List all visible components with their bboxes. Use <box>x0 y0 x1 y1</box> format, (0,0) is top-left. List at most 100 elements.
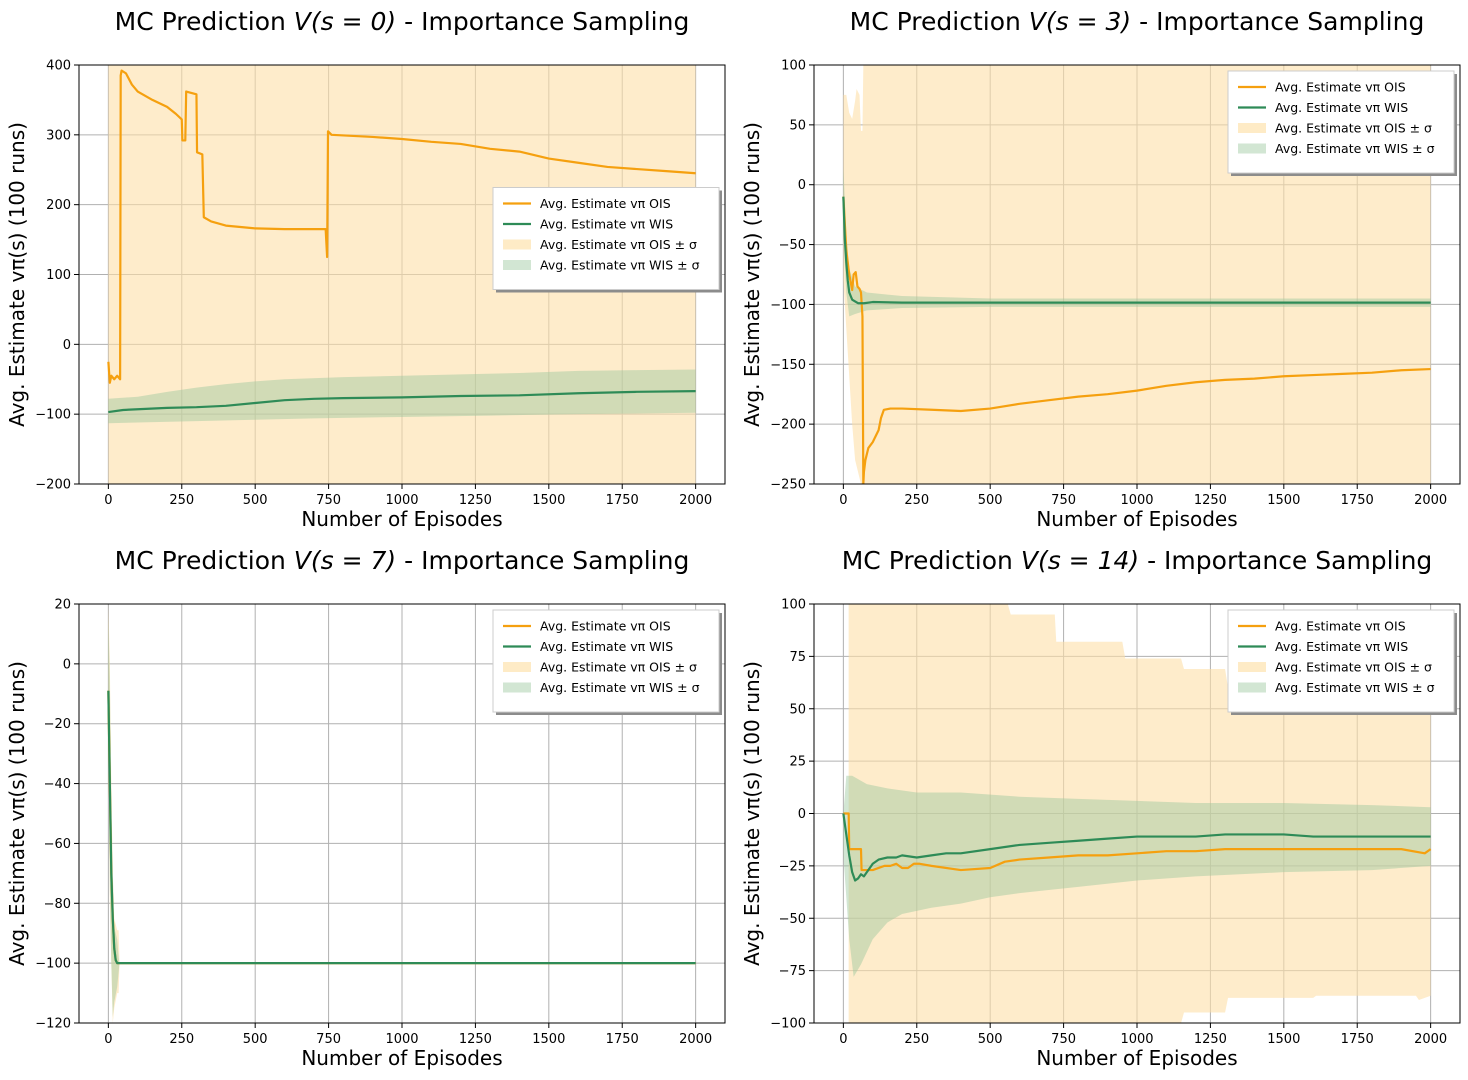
y-tick-label: 400 <box>46 59 71 74</box>
legend-label: Avg. Estimate vπ WIS ± σ <box>1275 141 1435 156</box>
x-tick-label: 1750 <box>606 493 639 508</box>
x-tick-label: 1250 <box>459 1032 492 1047</box>
y-tick-label: 100 <box>781 59 806 74</box>
y-tick-label: 0 <box>63 338 71 353</box>
y-tick-label: −200 <box>35 478 71 493</box>
x-axis: 0 250 500 750 1000 1250 1500 1750 2000 <box>839 1023 1447 1047</box>
x-tick-label: 2000 <box>679 493 712 508</box>
ois-estimate-line <box>842 196 1431 484</box>
x-axis-label: Number of Episodes <box>301 507 502 531</box>
x-tick-label: 1250 <box>459 493 492 508</box>
x-tick-label: 250 <box>904 1032 929 1047</box>
wis-estimate-line <box>108 390 696 414</box>
chart-title-text: MC Prediction <box>115 546 294 575</box>
y-tick-label: 0 <box>798 178 806 193</box>
y-axis: −120 −100 −80 −60 −40 −20 0 20 <box>35 598 79 1032</box>
chart-title-math: V(s = 0) <box>294 7 396 36</box>
y-tick-label: −50 <box>779 238 806 253</box>
y-axis-label: Avg. Estimate vπ(s) (100 runs) <box>5 122 29 427</box>
x-tick-label: 1750 <box>606 1032 639 1047</box>
y-tick-label: −100 <box>770 298 806 313</box>
series-layer <box>107 65 696 484</box>
legend-key-ois-band <box>1238 662 1266 672</box>
y-tick-label: −100 <box>35 408 71 423</box>
chart-title-suffix: - Importance Sampling <box>1139 546 1432 575</box>
legend-key-wis-band <box>1238 143 1266 154</box>
y-tick-label: −120 <box>35 1017 71 1032</box>
x-axis: 0 250 500 750 1000 1250 1500 1750 2000 <box>839 484 1447 508</box>
x-axis: 0 250 500 750 1000 1250 1500 1750 2000 <box>104 1023 712 1047</box>
x-tick-label: 1250 <box>1194 493 1227 508</box>
legend-label: Avg. Estimate vπ OIS ± σ <box>540 660 697 675</box>
y-tick-label: 300 <box>46 128 71 143</box>
y-tick-label: −75 <box>779 964 806 979</box>
legend-label: Avg. Estimate vπ OIS ± σ <box>1275 121 1432 136</box>
y-axis-label: Avg. Estimate vπ(s) (100 runs) <box>740 661 764 966</box>
x-tick-label: 750 <box>1051 1032 1076 1047</box>
x-tick-label: 250 <box>169 1032 194 1047</box>
legend-key-ois-band <box>503 662 531 672</box>
x-tick-label: 2000 <box>1414 493 1447 508</box>
subplot-state-0: 0 250 500 750 1000 1250 1500 1750 2000 −200 −100 0 1… <box>5 7 726 531</box>
y-tick-label: −60 <box>44 837 71 852</box>
chart-title-math: V(s = 7) <box>294 546 396 575</box>
legend-label: Avg. Estimate vπ OIS ± σ <box>1275 660 1432 675</box>
x-tick-label: 2000 <box>679 1032 712 1047</box>
series-layer <box>107 604 696 1023</box>
chart-title-suffix: - Importance Sampling <box>1131 7 1424 36</box>
subplot-state-7: 0 250 500 750 1000 1250 1500 1750 2000 −120 −100 −8… <box>5 546 726 1070</box>
legend-label: Avg. Estimate vπ OIS <box>540 619 671 634</box>
legend-label: Avg. Estimate vπ WIS <box>540 639 673 654</box>
legend-label: Avg. Estimate vπ OIS <box>540 196 671 211</box>
legend: Avg. Estimate vπ OIS Avg. Estimate vπ WIS… <box>1227 609 1457 715</box>
x-tick-label: 1000 <box>1120 1032 1153 1047</box>
y-tick-label: −80 <box>44 897 71 912</box>
wis-estimate-line <box>842 813 1431 882</box>
chart-title: MC Prediction V(s = 7) - Importance Samp… <box>115 546 690 575</box>
y-axis-label: Avg. Estimate vπ(s) (100 runs) <box>740 122 764 427</box>
chart-title-math: V(s = 14) <box>1021 546 1139 575</box>
x-axis-label: Number of Episodes <box>1036 507 1237 531</box>
x-tick-label: 500 <box>243 1032 268 1047</box>
x-tick-label: 1000 <box>385 1032 418 1047</box>
x-tick-label: 750 <box>316 1032 341 1047</box>
chart-title: MC Prediction V(s = 3) - Importance Samp… <box>850 7 1425 36</box>
wis-estimate-line <box>107 690 696 965</box>
y-tick-label: 100 <box>781 598 806 613</box>
x-tick-label: 1500 <box>1267 1032 1300 1047</box>
y-tick-label: 20 <box>54 598 71 613</box>
y-tick-label: −100 <box>35 957 71 972</box>
y-tick-label: 25 <box>789 755 806 770</box>
chart-title-text: MC Prediction <box>842 546 1021 575</box>
y-tick-label: 200 <box>46 198 71 213</box>
y-tick-label: −40 <box>44 777 71 792</box>
x-tick-label: 1750 <box>1341 1032 1374 1047</box>
x-tick-label: 1500 <box>1267 493 1300 508</box>
chart-title: MC Prediction V(s = 14) - Importance Sam… <box>842 546 1433 575</box>
x-tick-label: 0 <box>839 1032 847 1047</box>
y-tick-label: −200 <box>770 418 806 433</box>
x-axis-label: Number of Episodes <box>1036 1046 1237 1070</box>
x-tick-label: 250 <box>904 493 929 508</box>
legend-label: Avg. Estimate vπ WIS <box>540 217 673 232</box>
wis-sigma-band <box>843 775 1431 977</box>
wis-estimate-line <box>842 196 1431 305</box>
y-axis: −250 −200 −150 −100 −50 0 50 100 <box>770 59 814 493</box>
x-tick-label: 500 <box>978 1032 1003 1047</box>
legend: Avg. Estimate vπ OIS Avg. Estimate vπ WIS… <box>492 187 722 293</box>
legend-key-wis-band <box>503 682 531 693</box>
x-tick-label: 1250 <box>1194 1032 1227 1047</box>
y-tick-label: −250 <box>770 478 806 493</box>
legend-key-ois-band <box>1238 123 1266 133</box>
x-tick-label: 1500 <box>532 1032 565 1047</box>
x-tick-label: 250 <box>169 493 194 508</box>
x-axis-label: Number of Episodes <box>301 1046 502 1070</box>
chart-title: MC Prediction V(s = 0) - Importance Samp… <box>115 7 690 36</box>
x-tick-label: 0 <box>104 1032 112 1047</box>
y-tick-label: −150 <box>770 358 806 373</box>
y-tick-label: 0 <box>798 807 806 822</box>
x-tick-label: 0 <box>839 493 847 508</box>
legend-label: Avg. Estimate vπ WIS <box>1275 100 1408 115</box>
x-tick-label: 750 <box>316 493 341 508</box>
